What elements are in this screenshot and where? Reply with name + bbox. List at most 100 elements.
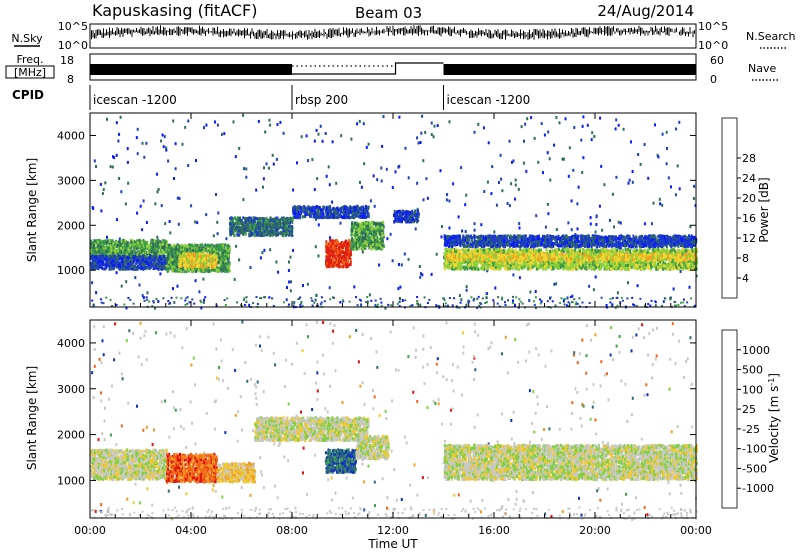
power-point: [593, 288, 595, 291]
power-point: [176, 297, 178, 299]
power-point: [169, 231, 171, 234]
power-point: [101, 302, 103, 304]
power-point: [191, 298, 193, 300]
power-point: [154, 249, 156, 252]
power-point: [322, 140, 324, 143]
power-point: [244, 304, 246, 306]
power-point: [578, 186, 580, 189]
power-point: [286, 298, 288, 301]
power-point: [547, 203, 549, 206]
power-point: [416, 136, 418, 139]
power-point: [381, 180, 383, 183]
power-point: [142, 142, 144, 145]
power-point: [397, 303, 399, 305]
power-point: [164, 262, 166, 265]
power-point: [154, 202, 156, 205]
power-point: [683, 299, 685, 301]
power-point: [150, 250, 152, 253]
power-point: [647, 177, 649, 180]
power-point: [127, 182, 129, 185]
power-point: [283, 301, 285, 303]
power-point: [529, 291, 531, 294]
power-point: [603, 183, 605, 186]
power-point: [124, 246, 126, 249]
power-point: [154, 239, 156, 242]
power-point: [213, 234, 215, 237]
power-point: [500, 178, 502, 181]
power-point: [627, 281, 629, 284]
power-point: [572, 169, 574, 172]
power-point: [111, 261, 113, 264]
power-point: [148, 264, 150, 267]
power-point: [519, 276, 521, 279]
power-point: [512, 302, 514, 304]
power-point: [245, 168, 247, 171]
power-point: [256, 296, 258, 298]
power-point: [449, 227, 451, 230]
power-point: [465, 304, 467, 307]
power-point: [369, 293, 371, 296]
power-point: [112, 252, 114, 255]
power-point: [610, 298, 612, 300]
power-point: [133, 303, 135, 305]
power-point: [121, 257, 123, 260]
power-point: [153, 259, 155, 262]
power-point: [461, 230, 463, 233]
power-point: [547, 212, 549, 215]
cpid-row: CPID icescan -1200 rbsp 200 icescan -1200: [12, 85, 530, 110]
power-point: [476, 298, 478, 300]
power-point: [122, 260, 124, 263]
power-point: [501, 189, 503, 192]
cpid-label: CPID: [12, 88, 44, 102]
power-point: [93, 304, 95, 306]
power-point: [157, 241, 159, 244]
power-point: [163, 248, 165, 251]
power-point: [127, 161, 129, 164]
power-point: [263, 296, 265, 298]
power-point: [290, 289, 292, 292]
power-point: [335, 182, 337, 185]
power-point: [601, 229, 603, 232]
power-point: [94, 262, 96, 265]
power-point: [427, 302, 429, 304]
power-point: [398, 116, 400, 119]
power-point: [106, 259, 108, 262]
power-point: [437, 124, 439, 127]
power-point: [541, 122, 543, 125]
power-point: [136, 247, 138, 250]
power-point: [147, 291, 149, 294]
power-point: [120, 190, 122, 193]
power-point: [252, 302, 254, 304]
power-point: [140, 205, 142, 208]
power-point: [114, 243, 116, 246]
power-point: [466, 289, 468, 292]
power-point: [587, 124, 589, 127]
power-point: [442, 297, 444, 299]
power-point: [124, 252, 126, 255]
power-point: [286, 286, 288, 289]
power-point: [276, 158, 278, 161]
power-point: [524, 123, 526, 126]
power-point: [164, 222, 166, 225]
power-point: [122, 239, 124, 242]
power-point: [504, 301, 506, 303]
power-point: [110, 299, 112, 301]
power-point: [290, 280, 292, 283]
power-point: [116, 121, 118, 124]
power-point: [139, 239, 141, 242]
power-point: [571, 199, 573, 202]
power-point: [662, 133, 664, 136]
power-point: [549, 179, 551, 182]
power-point: [582, 125, 584, 128]
power-point: [571, 228, 573, 231]
power-point: [217, 124, 219, 127]
power-point: [436, 253, 438, 256]
power-point: [157, 265, 159, 268]
freq-trace: [90, 63, 696, 75]
power-point: [193, 303, 195, 305]
power-point: [296, 161, 298, 164]
power-point: [288, 269, 290, 272]
power-point: [102, 256, 104, 259]
power-point: [161, 246, 163, 249]
power-point: [370, 300, 372, 302]
